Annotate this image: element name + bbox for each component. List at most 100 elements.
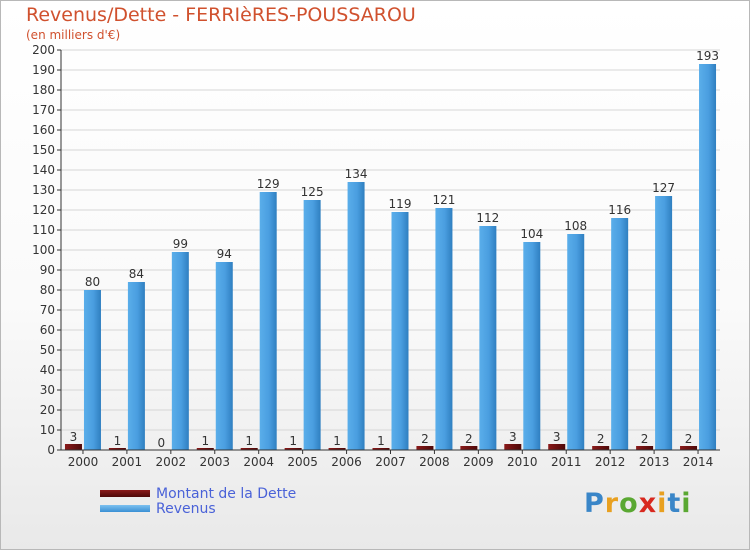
- data-label-revenus-2012: 116: [608, 203, 631, 217]
- bar-revenus-2013: [655, 196, 673, 450]
- bar-revenus-2000: [83, 290, 101, 450]
- bar-revenus-2007: [391, 212, 409, 450]
- bar-debt-2014: [680, 446, 698, 450]
- bars: [64, 64, 717, 450]
- y-tick-label: 110: [32, 223, 55, 237]
- logo-letter: i: [681, 488, 692, 519]
- logo-letter: P: [584, 488, 605, 519]
- y-tick-label: 200: [32, 43, 55, 57]
- y-tick-label: 0: [47, 443, 55, 457]
- data-label-debt-2001: 1: [114, 434, 122, 448]
- logo-letter: i: [657, 488, 668, 519]
- y-tick-label: 30: [40, 383, 55, 397]
- bar-debt-2000: [64, 444, 82, 450]
- y-tick-label: 160: [32, 123, 55, 137]
- bar-debt-2007: [372, 448, 390, 450]
- y-tick-label: 100: [32, 243, 55, 257]
- data-label-revenus-2002: 99: [173, 237, 188, 251]
- data-label-debt-2007: 1: [377, 434, 385, 448]
- logo-letter: r: [604, 488, 620, 519]
- bar-revenus-2008: [435, 208, 453, 450]
- chart-subtitle: (en milliers d'€): [26, 28, 121, 42]
- data-label-debt-2009: 2: [465, 432, 473, 446]
- y-tick-label: 20: [40, 403, 55, 417]
- bar-revenus-2014: [699, 64, 717, 450]
- bar-debt-2011: [548, 444, 566, 450]
- y-tick-label: 180: [32, 83, 55, 97]
- bar-revenus-2005: [303, 200, 321, 450]
- x-tick-label-2004: 2004: [243, 455, 274, 469]
- x-tick-label-2008: 2008: [419, 455, 450, 469]
- bar-debt-2001: [108, 448, 126, 450]
- data-labels: 3 80 1 84 0 99 1 94 1 129 1 125 1 134 1 119 2 121 2 112 3 104…: [70, 49, 719, 450]
- x-tick-label-2001: 2001: [112, 455, 143, 469]
- y-tick-label: 120: [32, 203, 55, 217]
- x-tick-label-2013: 2013: [639, 455, 670, 469]
- bar-revenus-2003: [215, 262, 233, 450]
- data-label-debt-2014: 2: [685, 432, 693, 446]
- data-label-revenus-2000: 80: [85, 275, 100, 289]
- y-tick-label: 130: [32, 183, 55, 197]
- legend-label-debt: Montant de la Dette: [156, 485, 297, 502]
- data-label-revenus-2004: 129: [257, 177, 280, 191]
- x-tick-label-2002: 2002: [156, 455, 187, 469]
- x-tick-label-2009: 2009: [463, 455, 494, 469]
- bar-revenus-2001: [127, 282, 145, 450]
- legend: Montant de la Dette Revenus: [100, 485, 297, 517]
- y-tick-label: 170: [32, 103, 55, 117]
- x-tick-label-2011: 2011: [551, 455, 582, 469]
- y-tick-label: 90: [40, 263, 55, 277]
- y-axis-ticks: 0 10 20 30 40 50 60 70 80 90 100 110 120 130 140 150 160…: [32, 43, 61, 457]
- legend-swatch-debt: [100, 490, 150, 497]
- bar-debt-2013: [636, 446, 654, 450]
- legend-swatch-revenus: [100, 505, 150, 512]
- data-label-revenus-2006: 134: [345, 167, 368, 181]
- proxiti-logo: Proxiti: [584, 488, 692, 519]
- data-label-debt-2011: 3: [553, 430, 561, 444]
- data-label-debt-2013: 2: [641, 432, 649, 446]
- bar-revenus-2004: [259, 192, 277, 450]
- bar-revenus-2009: [479, 226, 497, 450]
- x-tick-label-2014: 2014: [683, 455, 714, 469]
- data-label-revenus-2001: 84: [129, 267, 144, 281]
- bar-debt-2008: [416, 446, 434, 450]
- data-label-debt-2002: 0: [158, 436, 166, 450]
- bar-debt-2006: [328, 448, 346, 450]
- data-label-debt-2000: 3: [70, 430, 78, 444]
- bar-debt-2004: [240, 448, 258, 450]
- y-tick-label: 80: [40, 283, 55, 297]
- chart-title: Revenus/Dette - FERRIèRES-POUSSAROU: [26, 4, 416, 26]
- bar-revenus-2006: [347, 182, 365, 450]
- legend-label-revenus: Revenus: [156, 500, 216, 517]
- data-label-revenus-2003: 94: [217, 247, 232, 261]
- logo-letter: o: [619, 488, 639, 519]
- y-tick-label: 70: [40, 303, 55, 317]
- data-label-debt-2006: 1: [333, 434, 341, 448]
- data-label-revenus-2005: 125: [301, 185, 324, 199]
- bar-revenus-2002: [171, 252, 189, 450]
- data-label-debt-2010: 3: [509, 430, 517, 444]
- bar-revenus-2010: [523, 242, 541, 450]
- x-tick-label-2003: 2003: [199, 455, 230, 469]
- data-label-debt-2008: 2: [421, 432, 429, 446]
- bar-debt-2003: [196, 448, 214, 450]
- y-tick-label: 60: [40, 323, 55, 337]
- x-tick-label-2006: 2006: [331, 455, 362, 469]
- grid-lines: [61, 49, 720, 451]
- bar-revenus-2012: [611, 218, 629, 450]
- legend-item-debt: Montant de la Dette: [100, 485, 297, 502]
- y-tick-label: 140: [32, 163, 55, 177]
- bar-debt-2012: [592, 446, 610, 450]
- data-label-revenus-2013: 127: [652, 181, 675, 195]
- data-label-debt-2003: 1: [201, 434, 209, 448]
- logo-letter: x: [638, 488, 658, 519]
- bar-debt-2005: [284, 448, 302, 450]
- x-axis-ticks: 2000 2001 2002 2003 2004 2005 2006 2007 2008 2009…: [68, 450, 714, 469]
- legend-item-revenus: Revenus: [100, 500, 296, 517]
- data-label-revenus-2014: 193: [696, 49, 719, 63]
- bar-revenus-2011: [567, 234, 585, 450]
- data-label-debt-2005: 1: [289, 434, 297, 448]
- y-tick-label: 150: [32, 143, 55, 157]
- data-label-revenus-2008: 121: [432, 193, 455, 207]
